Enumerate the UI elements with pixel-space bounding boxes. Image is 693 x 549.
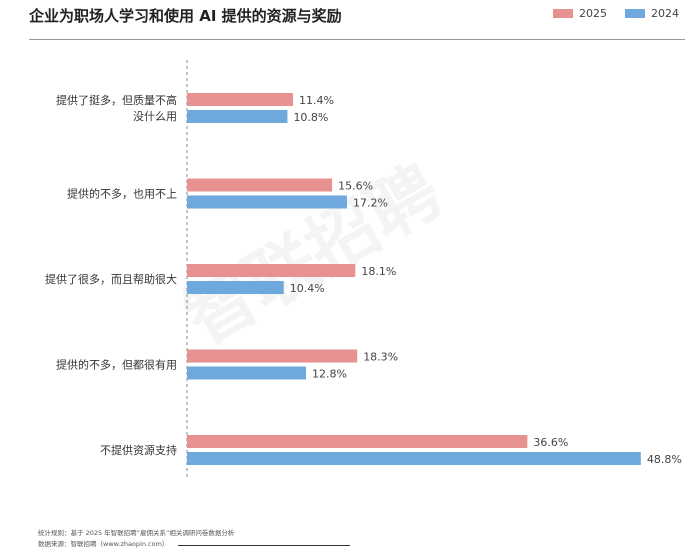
category-label: 提供的不多，也用不上: [67, 187, 177, 201]
legend-swatch: [625, 9, 645, 18]
bar-2024: [187, 281, 284, 294]
data-label: 10.4%: [290, 282, 325, 295]
data-label: 36.6%: [533, 436, 568, 449]
bar-2025: [187, 349, 358, 363]
legend-label: 2024: [651, 7, 679, 20]
legend-item-2025: 2025: [553, 7, 607, 20]
data-label: 17.2%: [353, 197, 388, 210]
bar-2025: [187, 93, 294, 106]
bar-2024: [187, 110, 288, 123]
legend-swatch: [553, 9, 573, 18]
data-label: 15.6%: [338, 180, 373, 193]
footer-source-text: 数据来源：智联招聘（www.zhaopin.com）: [38, 540, 169, 548]
data-label: 18.3%: [363, 351, 398, 364]
data-label: 11.4%: [299, 94, 334, 107]
chart-title: 企业为职场人学习和使用 AI 提供的资源与奖励: [29, 7, 342, 25]
category-label: 不提供资源支持: [100, 443, 177, 457]
data-label: 12.8%: [312, 368, 347, 381]
footer-rule-text: 统计规则：基于 2025 年智联招聘“雇佣关系”相关调研问卷数据分析: [38, 529, 235, 537]
category-label: 没什么用: [133, 110, 177, 123]
data-label: 18.1%: [361, 265, 396, 278]
bar-2025: [187, 264, 356, 277]
legend-label: 2025: [579, 7, 607, 20]
legend-item-2024: 2024: [625, 7, 679, 20]
category-label: 提供了挺多，但质量不高: [56, 93, 177, 107]
footer-line: [178, 545, 350, 546]
data-label: 48.8%: [647, 453, 682, 466]
bar-2024: [187, 366, 307, 380]
title-divider: [29, 39, 685, 40]
category-label: 提供的不多，但都很有用: [56, 358, 177, 372]
bar-2025: [187, 435, 528, 448]
category-label: 提供了很多，而且帮助很大: [45, 272, 177, 286]
bar-2025: [187, 178, 333, 192]
bar-2024: [187, 452, 641, 465]
data-label: 10.8%: [293, 111, 328, 124]
bar-2024: [187, 195, 347, 209]
